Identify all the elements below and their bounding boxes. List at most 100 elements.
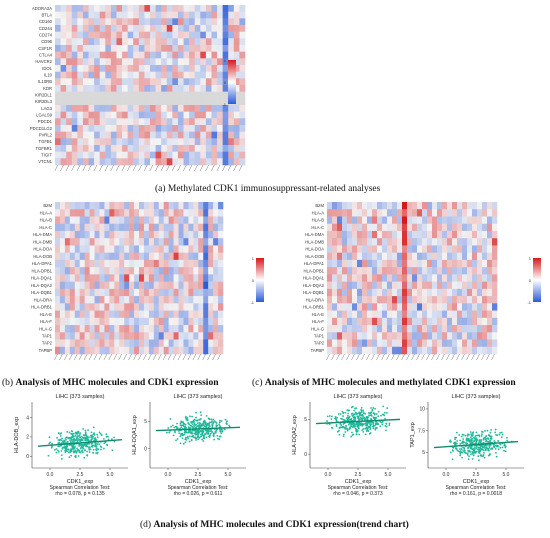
heatmap-cell bbox=[352, 252, 358, 261]
heatmap-cell bbox=[77, 138, 84, 146]
scatter-point bbox=[368, 421, 370, 424]
heatmap-cell bbox=[114, 325, 120, 333]
heatmap-cell bbox=[144, 111, 151, 119]
heatmap-cell bbox=[178, 252, 184, 261]
heatmap-cell bbox=[155, 31, 162, 39]
heatmap-cell bbox=[417, 332, 423, 340]
scatter-point bbox=[205, 436, 208, 439]
y-tick-label: 5 bbox=[144, 419, 147, 425]
scatter-point bbox=[467, 433, 469, 436]
heatmap-cell bbox=[422, 296, 428, 304]
scatter-point bbox=[66, 445, 69, 448]
heatmap-cell bbox=[462, 325, 468, 333]
heatmap-cell bbox=[127, 151, 134, 159]
scatter-point bbox=[57, 432, 60, 434]
heatmap-cell bbox=[467, 332, 473, 340]
heatmap-cell bbox=[60, 105, 67, 112]
heatmap-cell bbox=[79, 310, 85, 319]
scatter-point bbox=[212, 432, 215, 435]
heatmap-cell bbox=[392, 317, 398, 326]
heatmap-cell bbox=[217, 25, 223, 32]
heatmap-cell bbox=[402, 223, 408, 232]
x-axis-label: CDK1_exp bbox=[185, 479, 212, 485]
heatmap-cell bbox=[110, 58, 117, 66]
scatter-point bbox=[459, 452, 462, 455]
heatmap-cell bbox=[352, 317, 358, 326]
heatmap-cell bbox=[177, 5, 184, 12]
heatmap-cell bbox=[347, 346, 353, 355]
heatmap-cell bbox=[79, 303, 85, 311]
heatmap-cell bbox=[347, 238, 353, 246]
row-label: TAPBP bbox=[39, 348, 53, 353]
scatter-point bbox=[328, 415, 331, 417]
heatmap-cell bbox=[367, 209, 373, 217]
heatmap-cell bbox=[71, 11, 78, 19]
heatmap-cell bbox=[99, 11, 106, 19]
heatmap-cell bbox=[166, 91, 173, 99]
heatmap-cell bbox=[233, 98, 240, 106]
scatter-point bbox=[483, 444, 485, 447]
scatter-point bbox=[165, 431, 168, 434]
heatmap-cell bbox=[188, 259, 194, 268]
heatmap-cell bbox=[183, 51, 190, 59]
heatmap-cell bbox=[327, 346, 333, 355]
heatmap-cell bbox=[84, 230, 90, 239]
heatmap-cell bbox=[462, 267, 468, 275]
scatter-point bbox=[175, 425, 178, 428]
heatmap-cell bbox=[362, 296, 368, 304]
column-tick bbox=[60, 164, 64, 172]
heatmap-cell bbox=[127, 45, 134, 52]
heatmap-cell bbox=[163, 296, 169, 304]
heatmap-cell bbox=[482, 209, 488, 217]
heatmap-cell bbox=[218, 325, 224, 333]
heatmap-cell bbox=[79, 274, 85, 282]
row-label: HLA-DPB1 bbox=[32, 268, 53, 273]
heatmap-cell bbox=[144, 138, 151, 146]
heatmap-cell bbox=[110, 91, 117, 99]
heatmap-cell bbox=[69, 296, 76, 304]
scatter-point bbox=[90, 445, 93, 448]
heatmap-cell bbox=[104, 296, 110, 304]
heatmap-cell bbox=[150, 131, 156, 139]
heatmap-cell bbox=[332, 274, 338, 282]
heatmap-cell bbox=[412, 202, 418, 210]
heatmap-cell bbox=[89, 259, 95, 268]
heatmap-cell bbox=[213, 339, 219, 348]
heatmap-cell bbox=[99, 58, 106, 66]
column-tick bbox=[211, 164, 215, 172]
heatmap-cell bbox=[427, 209, 433, 217]
heatmap-cell bbox=[218, 281, 224, 290]
scatter-point bbox=[498, 433, 501, 436]
heatmap-cell bbox=[104, 216, 110, 225]
heatmap-cell bbox=[194, 125, 201, 132]
scatter-point bbox=[196, 419, 199, 422]
heatmap-cell bbox=[427, 317, 433, 326]
heatmap-cell bbox=[457, 346, 463, 355]
x-tick-label: 5.0 bbox=[225, 472, 232, 478]
heatmap-cell bbox=[327, 245, 333, 253]
scatter-point bbox=[69, 441, 72, 444]
heatmap-cell bbox=[194, 158, 201, 166]
heatmap-cell bbox=[88, 158, 95, 166]
heatmap-cell bbox=[233, 71, 240, 79]
heatmap-cell bbox=[94, 78, 101, 86]
heatmap-cell bbox=[69, 245, 76, 253]
heatmap-cell bbox=[352, 310, 358, 319]
scatter-point bbox=[340, 424, 343, 427]
heatmap-cell bbox=[198, 303, 204, 311]
heatmap-cell bbox=[161, 111, 168, 119]
heatmap-cell bbox=[337, 259, 343, 268]
scatter-point bbox=[209, 430, 212, 433]
heatmap-cell bbox=[332, 332, 338, 340]
heatmap-cell bbox=[82, 11, 89, 19]
scatter-point bbox=[60, 454, 63, 457]
heatmap-cell bbox=[178, 238, 184, 246]
y-tick-label: 5 bbox=[422, 450, 425, 456]
heatmap-cell bbox=[432, 288, 438, 297]
scatter-point bbox=[471, 434, 474, 437]
heatmap-cell bbox=[472, 339, 478, 348]
heatmap-cell bbox=[122, 38, 128, 46]
scatter-point bbox=[383, 411, 386, 414]
heatmap-cell bbox=[337, 267, 343, 275]
heatmap-cell bbox=[127, 125, 134, 132]
